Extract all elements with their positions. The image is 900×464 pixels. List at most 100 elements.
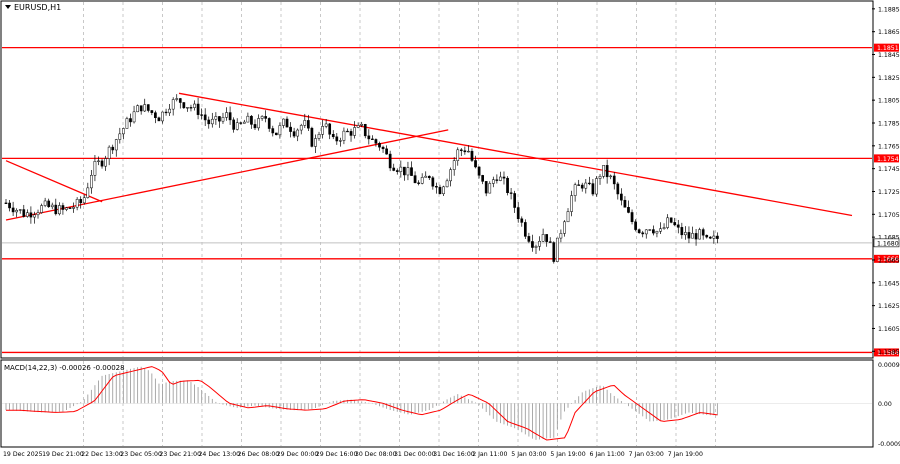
candle-body bbox=[111, 146, 115, 151]
dropdown-triangle-icon[interactable] bbox=[5, 5, 11, 9]
candle-body bbox=[588, 182, 591, 185]
candle-body bbox=[673, 222, 677, 226]
candle-body bbox=[570, 195, 573, 212]
candle-body bbox=[698, 229, 701, 240]
candle-body bbox=[381, 146, 385, 150]
candle-body bbox=[356, 125, 360, 128]
y-tick-label: 1.1865 bbox=[878, 29, 900, 36]
candle-body bbox=[555, 237, 559, 262]
candle-body bbox=[72, 206, 75, 209]
macd-label: MACD(14,22,3) -0.00026 -0.00028 bbox=[4, 364, 125, 372]
candle-body bbox=[538, 241, 541, 247]
candle-body bbox=[239, 122, 243, 124]
candle-body bbox=[595, 178, 598, 195]
candle-body bbox=[509, 192, 513, 194]
candle-body bbox=[527, 236, 531, 242]
trend-line bbox=[178, 92, 853, 217]
candle-body bbox=[186, 107, 189, 109]
x-tick-label: 19 Dec 21:00 bbox=[42, 451, 84, 458]
candle-body bbox=[655, 231, 659, 234]
candle-body bbox=[161, 111, 164, 122]
candle-body bbox=[403, 166, 406, 176]
candle-body bbox=[701, 229, 705, 236]
x-tick-label: 7 Jan 03:00 bbox=[629, 451, 664, 458]
candle-body bbox=[506, 177, 509, 194]
symbol-caption: EURUSD,H1 bbox=[5, 3, 61, 12]
candle-body bbox=[516, 207, 520, 220]
candle-body bbox=[623, 199, 627, 208]
candle-body bbox=[129, 118, 132, 123]
x-tick-label: 31 Dec 16:00 bbox=[433, 451, 475, 458]
x-tick-label: 23 Dec 05:00 bbox=[120, 451, 162, 458]
candle-body bbox=[630, 212, 634, 222]
candle-body bbox=[616, 183, 620, 195]
candle-body bbox=[566, 211, 570, 223]
candle-body bbox=[324, 123, 328, 127]
candle-body bbox=[33, 214, 36, 218]
candle-body bbox=[306, 120, 310, 129]
candle-body bbox=[221, 117, 225, 122]
level-tag bbox=[874, 348, 899, 357]
candle-body bbox=[292, 131, 296, 137]
candle-body bbox=[310, 127, 314, 147]
y-tick-label: 1.1885 bbox=[878, 6, 900, 13]
candle-body bbox=[420, 177, 424, 184]
candle-body bbox=[274, 132, 278, 136]
candle-body bbox=[598, 176, 602, 179]
y-tick-label: 1.1805 bbox=[878, 98, 900, 105]
candle-body bbox=[271, 128, 275, 134]
candle-body bbox=[250, 115, 253, 125]
candle-body bbox=[143, 104, 147, 112]
candle-body bbox=[399, 166, 403, 172]
candle-body bbox=[577, 184, 581, 186]
candle-body bbox=[644, 229, 648, 235]
candle-body bbox=[531, 241, 534, 248]
candle-body bbox=[289, 126, 292, 132]
level-label: 1.1851 bbox=[877, 45, 899, 52]
trend-lines bbox=[5, 92, 853, 221]
candle-body bbox=[477, 166, 481, 176]
candle-body bbox=[459, 149, 463, 151]
x-tick-label: 29 Dec 16:00 bbox=[316, 451, 358, 458]
candle-body bbox=[463, 150, 467, 153]
candle-body bbox=[545, 234, 549, 242]
candle-body bbox=[8, 202, 11, 209]
y-tick-label: 1.1585 bbox=[878, 349, 900, 356]
candle-body bbox=[602, 165, 605, 177]
candle-body bbox=[314, 138, 317, 147]
x-tick-label: 2 Jan 11:00 bbox=[472, 451, 507, 458]
candle-body bbox=[328, 123, 332, 135]
candle-body bbox=[200, 114, 203, 116]
y-tick-label: 1.1705 bbox=[878, 212, 900, 219]
candle-body bbox=[154, 112, 157, 118]
candle-body bbox=[168, 108, 171, 114]
y-tick-label: 1.1825 bbox=[878, 75, 900, 82]
candle-body bbox=[378, 143, 381, 148]
candle-body bbox=[331, 134, 335, 138]
candle-body bbox=[189, 107, 193, 109]
candle-body bbox=[499, 176, 502, 181]
candle-body bbox=[349, 131, 353, 136]
trend-line bbox=[5, 129, 449, 221]
candle-body bbox=[687, 232, 691, 239]
x-tick-label: 5 Jan 19:00 bbox=[550, 451, 585, 458]
candle-body bbox=[58, 205, 61, 215]
candle-body bbox=[424, 175, 428, 178]
candle-body bbox=[470, 150, 474, 161]
candle-body bbox=[456, 149, 460, 161]
candle-body bbox=[139, 105, 143, 112]
candle-body bbox=[303, 120, 307, 126]
candle-body bbox=[520, 218, 524, 223]
candle-body bbox=[54, 204, 58, 215]
level-lines: 1.1851 1.1754 1.1666 1.1584 bbox=[2, 43, 899, 357]
candle-body bbox=[100, 160, 104, 167]
candle-body bbox=[171, 99, 175, 110]
candle-body bbox=[164, 111, 168, 114]
candle-body bbox=[296, 129, 300, 137]
y-tick-label: 1.1785 bbox=[878, 120, 900, 127]
candle-body bbox=[25, 212, 29, 217]
candle-body bbox=[708, 236, 712, 239]
candle-body bbox=[210, 118, 214, 125]
